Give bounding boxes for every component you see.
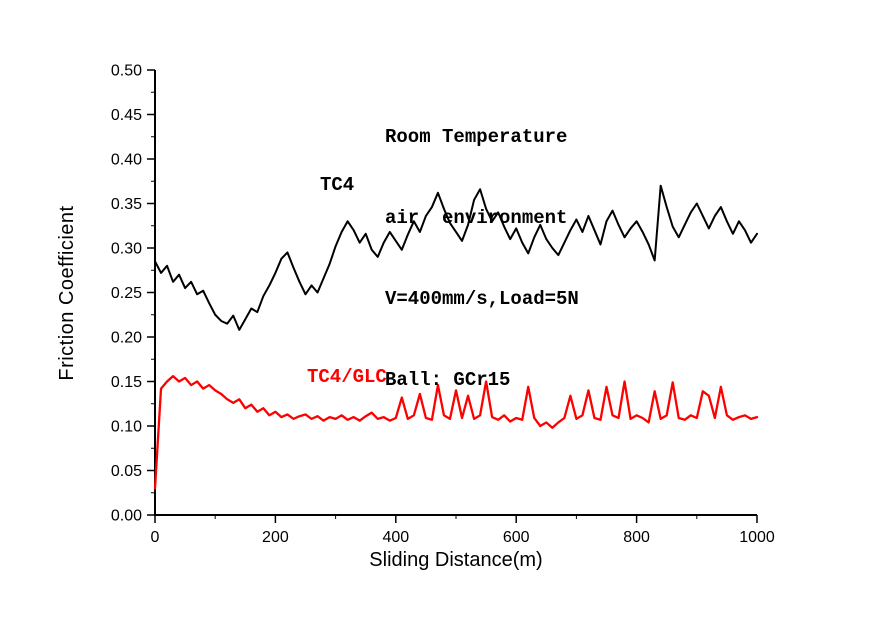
y-tick-label: 0.30 [111, 241, 142, 258]
x-tick-label: 0 [151, 529, 160, 546]
annotation-line-4: Ball: GCr15 [385, 369, 511, 391]
annotation-line-1: Room Temperature [385, 126, 568, 148]
annotation-line-3: V=400mm/s,Load=5N [385, 288, 579, 310]
annotation-line-2: air environment [385, 207, 568, 229]
series-line-1 [153, 375, 759, 490]
y-tick-label: 0.50 [111, 63, 142, 80]
y-tick-label: 0.10 [111, 419, 142, 436]
y-tick-label: 0.05 [111, 463, 142, 480]
y-tick-label: 0.25 [111, 285, 142, 302]
series-label-tc4glc: TC4/GLC [307, 366, 387, 388]
y-tick-label: 0.20 [111, 330, 142, 347]
series-label-tc4: TC4 [320, 174, 355, 196]
annotation-block: Room Temperature air environment V=400mm… [385, 70, 579, 448]
y-tick-label: 0.45 [111, 107, 142, 124]
x-tick-label: 600 [503, 529, 530, 546]
y-tick-label: 0.15 [111, 374, 142, 391]
y-tick-label: 0.00 [111, 508, 142, 525]
x-tick-label: 200 [262, 529, 289, 546]
y-tick-label: 0.35 [111, 196, 142, 213]
series-line-0 [154, 184, 758, 331]
y-tick-label: 0.40 [111, 152, 142, 169]
x-tick-label: 400 [382, 529, 409, 546]
x-tick-label: 1000 [739, 529, 775, 546]
x-tick-label: 800 [623, 529, 650, 546]
y-axis-title: Friction Coefficient [56, 205, 78, 381]
x-axis-title: Sliding Distance(m) [369, 549, 543, 571]
